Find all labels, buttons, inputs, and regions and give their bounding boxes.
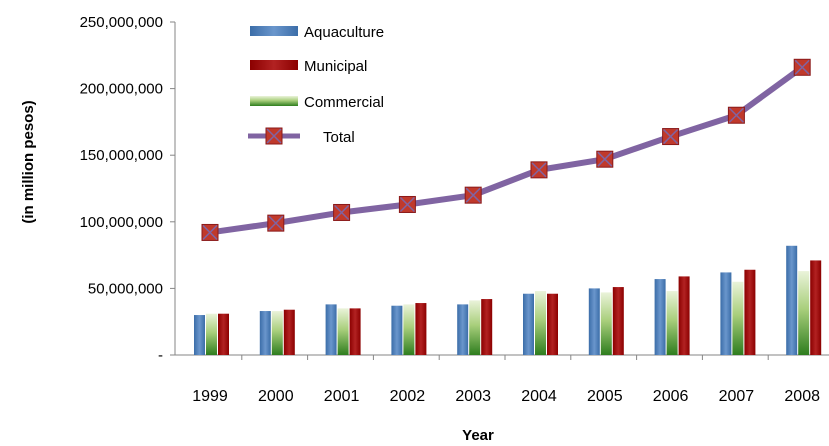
- total-marker-1999: [201, 223, 219, 241]
- bar-aquaculture-2005: [588, 288, 600, 355]
- legend-swatch-aquaculture: [250, 26, 298, 36]
- total-series-line: [207, 64, 806, 236]
- bar-municipal-2000: [283, 309, 295, 355]
- total-marker-2006: [662, 128, 680, 146]
- bars: [194, 245, 822, 355]
- x-tick-label: 2000: [258, 388, 294, 405]
- y-tick-label: 250,000,000: [80, 14, 163, 31]
- x-axis-title: Year: [462, 427, 494, 444]
- legend-swatch-municipal: [250, 60, 298, 70]
- x-tick-label: 2003: [455, 388, 491, 405]
- y-tick-label: 200,000,000: [80, 81, 163, 98]
- bar-aquaculture-1999: [194, 315, 205, 355]
- y-ticks: - 50,000,000 100,000,000 150,000,000 200,000…: [80, 14, 175, 364]
- y-tick-label: 150,000,000: [80, 147, 163, 164]
- total-marker-2000: [267, 214, 285, 232]
- bar-municipal-2001: [349, 308, 361, 355]
- bar-aquaculture-2002: [391, 305, 403, 355]
- bar-aquaculture-2001: [325, 304, 337, 355]
- x-ticks: 1999 2000 2001 2002 2003 2004 2005 2006 2007 2008: [192, 355, 820, 405]
- legend: Aquaculture Municipal Commercial Total: [248, 24, 384, 146]
- bar-commercial-2008: [798, 271, 810, 355]
- bar-municipal-1999: [218, 313, 229, 355]
- legend-label-municipal: Municipal: [304, 58, 367, 75]
- bar-aquaculture-2003: [457, 304, 469, 355]
- bar-commercial-2000: [271, 311, 283, 355]
- y-tick-label: -: [158, 347, 163, 364]
- legend-label-total: Total: [323, 129, 355, 146]
- x-tick-label: 2007: [719, 388, 755, 405]
- bar-municipal-2004: [547, 293, 558, 355]
- bar-commercial-2002: [403, 304, 415, 355]
- total-marker-2001: [333, 203, 351, 221]
- bar-commercial-2007: [732, 281, 744, 355]
- bar-municipal-2003: [481, 299, 493, 355]
- bar-municipal-2007: [744, 269, 756, 355]
- y-tick-label: 50,000,000: [88, 280, 163, 297]
- bar-commercial-2001: [337, 308, 349, 355]
- bar-aquaculture-2007: [720, 272, 732, 355]
- bar-aquaculture-2000: [259, 311, 271, 355]
- x-tick-label: 2008: [784, 388, 820, 405]
- y-axis-title: (in million pesos): [20, 100, 37, 223]
- total-line-group: [201, 58, 811, 241]
- bar-commercial-2005: [600, 292, 612, 355]
- bar-municipal-2006: [678, 276, 690, 355]
- bar-municipal-2005: [612, 287, 624, 355]
- total-marker-2007: [727, 106, 745, 124]
- x-tick-label: 1999: [192, 388, 228, 405]
- bar-commercial-2003: [469, 300, 481, 355]
- total-marker-2005: [596, 150, 614, 168]
- total-marker-2008: [793, 58, 811, 76]
- legend-label-commercial: Commercial: [304, 94, 384, 111]
- bar-commercial-2004: [535, 291, 546, 355]
- bar-aquaculture-2006: [654, 279, 666, 355]
- total-marker-2003: [464, 186, 482, 204]
- bar-municipal-2002: [415, 303, 427, 355]
- x-tick-label: 2002: [390, 388, 426, 405]
- y-tick-label: 100,000,000: [80, 214, 163, 231]
- x-tick-label: 2004: [521, 388, 557, 405]
- total-marker-2002: [398, 195, 416, 213]
- axes: - 50,000,000 100,000,000 150,000,000 200,000…: [80, 14, 829, 405]
- legend-swatch-commercial: [250, 96, 298, 106]
- x-tick-label: 2001: [324, 388, 360, 405]
- legend-swatch-total-marker: [265, 127, 283, 145]
- x-tick-label: 2005: [587, 388, 623, 405]
- bar-commercial-1999: [206, 313, 217, 355]
- x-tick-label: 2006: [653, 388, 689, 405]
- bar-aquaculture-2008: [786, 245, 798, 355]
- bar-aquaculture-2004: [523, 293, 534, 355]
- legend-label-aquaculture: Aquaculture: [304, 24, 384, 41]
- bar-commercial-2006: [666, 291, 678, 355]
- total-marker-2004: [530, 161, 548, 179]
- bar-municipal-2008: [810, 260, 822, 355]
